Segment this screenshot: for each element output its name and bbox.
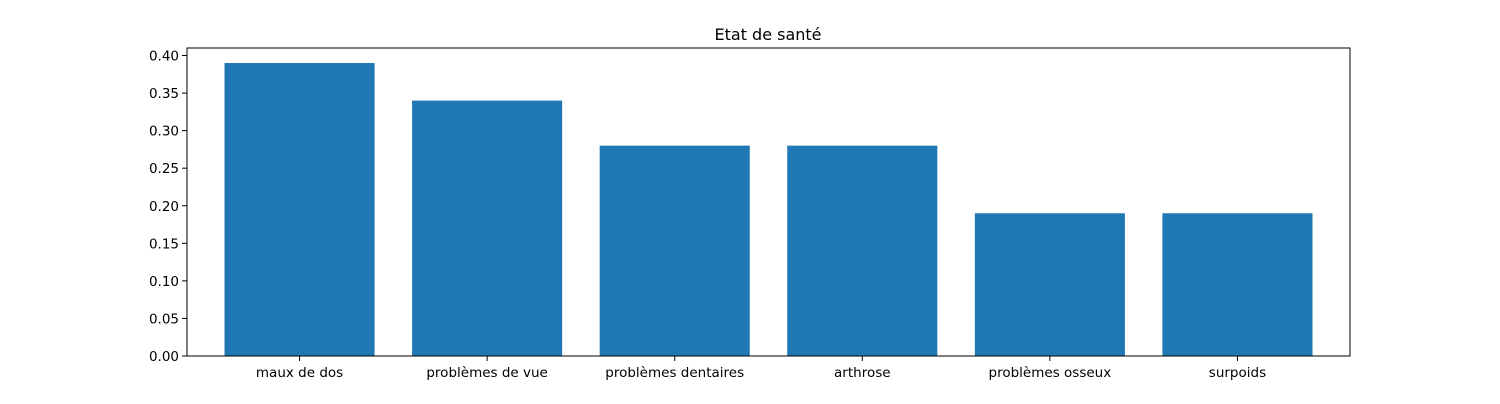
bar-5 [1162, 213, 1313, 356]
plot-frame [186, 47, 1351, 357]
bars-layer [224, 63, 1313, 357]
bar-1 [412, 100, 563, 357]
bar-3 [787, 145, 938, 356]
y-tick-label-5: 0.25 [149, 161, 179, 177]
x-tick-label-2: problèmes dentaires [605, 365, 744, 381]
y-tick-label-8: 0.40 [149, 49, 179, 65]
y-tick-label-3: 0.15 [149, 236, 179, 252]
x-tick-label-4: problèmes osseux [989, 365, 1112, 381]
x-axis: maux de dos problèmes de vue problèmes den… [256, 356, 1266, 381]
y-tick-label-0: 0.00 [149, 349, 179, 365]
x-tick-label-5: surpoids [1209, 365, 1266, 381]
y-tick-label-1: 0.05 [149, 311, 179, 327]
bar-4 [974, 213, 1125, 356]
x-tick-label-1: problèmes de vue [426, 365, 548, 381]
bar-2 [599, 145, 750, 356]
x-tick-label-3: arthrose [834, 365, 891, 381]
x-tick-label-0: maux de dos [256, 365, 343, 381]
chart-title: Etat de santé [714, 25, 821, 44]
y-tick-label-7: 0.35 [149, 86, 179, 102]
bar-0 [224, 63, 375, 357]
y-axis: 0.00 0.05 0.10 0.15 0.20 0.25 0.30 0.35 0.40 [149, 49, 187, 365]
y-tick-label-2: 0.10 [149, 274, 179, 290]
y-tick-label-6: 0.30 [149, 124, 179, 140]
y-tick-label-4: 0.20 [149, 199, 179, 215]
